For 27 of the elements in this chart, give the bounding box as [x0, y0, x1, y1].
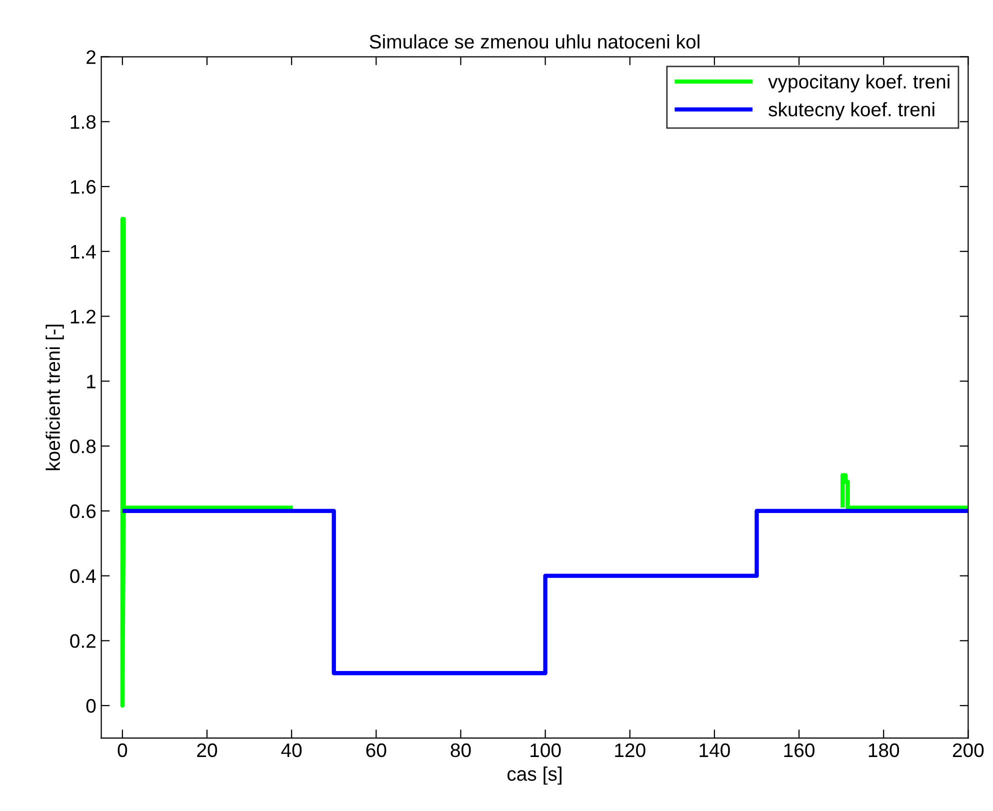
x-tick-label: 80	[450, 743, 471, 758]
y-axis-title: koeficient treni [-]	[46, 324, 64, 470]
x-tick-label: 40	[281, 743, 302, 758]
chart-title: Simulace se zmenou uhlu natoceni kol	[370, 34, 700, 49]
x-tick-label: 160	[784, 743, 814, 758]
x-tick-label: 200	[952, 743, 984, 758]
y-tick-label: 2	[86, 50, 96, 64]
legend-label: vypocitany koef. treni	[768, 74, 950, 92]
y-tick-label: 1.2	[70, 310, 96, 324]
x-tick-label: 60	[366, 743, 386, 758]
x-tick-label: 20	[197, 743, 218, 758]
x-tick-label: 180	[868, 743, 900, 758]
legend-label: skutecny koef. treni	[768, 102, 934, 120]
x-tick-label: 0	[118, 743, 128, 758]
x-tick-label: 100	[530, 743, 561, 758]
y-tick-label: 0	[86, 699, 96, 713]
y-tick-label: 0.6	[70, 504, 96, 518]
y-tick-label: 0.2	[70, 634, 96, 648]
y-tick-label: 1.8	[70, 115, 96, 129]
x-tick-label: 140	[700, 743, 730, 758]
y-tick-label: 0.4	[70, 569, 96, 584]
x-tick-label: 120	[615, 743, 646, 758]
y-tick-label: 1.6	[70, 180, 96, 194]
y-tick-label: 0.8	[70, 440, 96, 454]
y-tick-label: 1	[87, 374, 96, 388]
x-axis-title: cas [s]	[507, 766, 562, 785]
y-tick-label: 1.4	[70, 245, 96, 258]
